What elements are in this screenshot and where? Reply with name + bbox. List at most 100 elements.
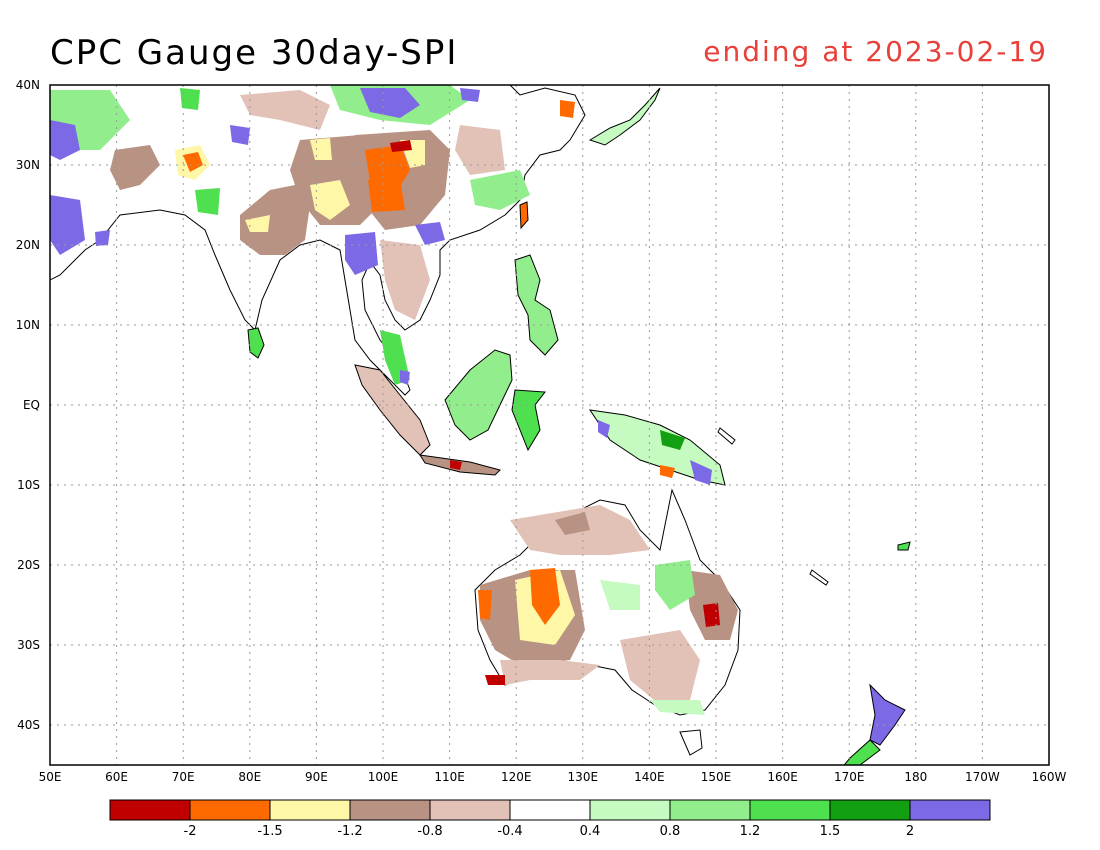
spi-patch	[415, 222, 445, 245]
colorbar-swatch	[669, 799, 751, 821]
spi-patch	[380, 240, 430, 320]
spi-patch	[690, 460, 712, 485]
spi-patch	[530, 568, 560, 625]
spi-patch	[183, 152, 203, 172]
colorbar-label: -1.5	[257, 824, 282, 839]
land-asia	[50, 85, 586, 396]
spi-patch	[180, 88, 200, 110]
spi-patch	[390, 140, 412, 152]
lon-tick-label: 140E	[634, 770, 665, 784]
colorbar-label: -1.2	[337, 824, 362, 839]
spi-patch	[310, 180, 350, 220]
land-tasmania	[679, 729, 703, 756]
lon-tick-label: 160E	[767, 770, 798, 784]
lon-tick-label: 150E	[701, 770, 732, 784]
colorbar-label: -2	[184, 824, 197, 839]
land-sumatra	[354, 364, 431, 456]
longitude-axis: 50E 60E 70E 80E 90E 100E 110E 120E 130E 140E 150E 1…	[39, 770, 1067, 784]
lat-tick-label: 30S	[17, 638, 40, 652]
spi-patch	[655, 560, 695, 610]
colorbar-swatch	[829, 799, 911, 821]
colorbar-swatch	[429, 799, 511, 821]
spi-patch	[368, 178, 405, 212]
spi-patch	[240, 185, 310, 255]
land-taiwan	[519, 201, 529, 230]
spi-patch	[310, 138, 332, 160]
lat-tick-label: 40S	[17, 718, 40, 732]
spi-patch	[660, 430, 685, 450]
colorbar-label: 2	[906, 824, 914, 839]
lat-tick-label: 10S	[17, 478, 40, 492]
lat-tick-label: EQ	[23, 398, 40, 412]
colorbar-label: 0.8	[660, 824, 681, 839]
spi-patch	[703, 603, 720, 627]
spi-patch	[360, 88, 420, 118]
map-subtitle: ending at 2023-02-19	[703, 35, 1048, 68]
land-sri-lanka	[247, 327, 265, 359]
lon-tick-label: 70E	[172, 770, 195, 784]
land-fiji	[897, 541, 911, 551]
spi-patch	[650, 700, 705, 715]
spi-patch	[400, 370, 410, 385]
colorbar-swatch	[269, 799, 351, 821]
spi-patch	[230, 125, 250, 145]
grid-lines	[50, 85, 1049, 765]
colorbar: -2 -1.5 -1.2 -0.8 -0.4 0.4 0.8 1.2 1.5 2	[109, 799, 991, 839]
spi-patch	[50, 120, 80, 160]
land-japan	[588, 87, 661, 146]
land-philippines	[514, 254, 559, 356]
land-borneo	[444, 349, 513, 441]
colorbar-swatch	[189, 799, 271, 821]
spi-patch	[240, 90, 330, 130]
spi-patch	[600, 580, 640, 610]
lon-tick-label: 80E	[238, 770, 261, 784]
colorbar-label: 1.5	[820, 824, 841, 839]
spi-patch	[195, 188, 220, 215]
lon-tick-label: 110E	[434, 770, 465, 784]
colorbar-swatch	[109, 799, 191, 821]
spi-patch	[95, 230, 110, 246]
spi-shading	[50, 85, 738, 715]
lon-tick-label: 100E	[368, 770, 399, 784]
spi-patch	[245, 215, 270, 232]
spi-patch	[345, 232, 378, 275]
map-title: CPC Gauge 30day-SPI	[50, 33, 458, 73]
lon-tick-label: 170W	[965, 770, 1000, 784]
colorbar-label: -0.8	[417, 824, 442, 839]
land-sulawesi	[511, 389, 546, 452]
colorbar-swatch	[749, 799, 831, 821]
spi-patch	[620, 630, 700, 705]
lat-tick-label: 20N	[16, 238, 40, 252]
lon-tick-label: 160W	[1032, 770, 1067, 784]
colorbar-swatch	[909, 799, 991, 821]
spi-patch	[478, 590, 492, 620]
colorbar-swatch	[349, 799, 431, 821]
spi-patch	[485, 675, 505, 685]
lat-tick-label: 30N	[16, 158, 40, 172]
land-new-caledonia	[809, 569, 829, 586]
colorbar-swatch	[589, 799, 671, 821]
spi-patch	[660, 465, 675, 478]
spi-patch	[500, 660, 600, 685]
map-plot-area	[50, 85, 1049, 765]
lat-tick-label: 20S	[17, 558, 40, 572]
lon-tick-label: 90E	[305, 770, 328, 784]
spi-patch	[555, 512, 590, 535]
latitude-axis: 40N 30N 20N 10N EQ 10S 20S 30S 40S	[16, 78, 40, 732]
land-new-guinea	[588, 409, 726, 486]
lon-tick-label: 120E	[501, 770, 532, 784]
spi-patch	[460, 88, 480, 102]
land-solomon	[717, 427, 736, 445]
spi-patch	[110, 145, 160, 190]
spi-patch	[598, 420, 610, 438]
spi-patch	[470, 170, 530, 210]
lon-tick-label: 130E	[568, 770, 599, 784]
land-new-zealand-north	[869, 683, 906, 746]
spi-patch	[50, 195, 85, 255]
colorbar-label: -0.4	[497, 824, 522, 839]
plot-frame	[49, 84, 1050, 766]
lon-tick-label: 60E	[105, 770, 128, 784]
colorbar-swatch	[509, 799, 591, 821]
land-new-zealand-south	[843, 739, 881, 765]
